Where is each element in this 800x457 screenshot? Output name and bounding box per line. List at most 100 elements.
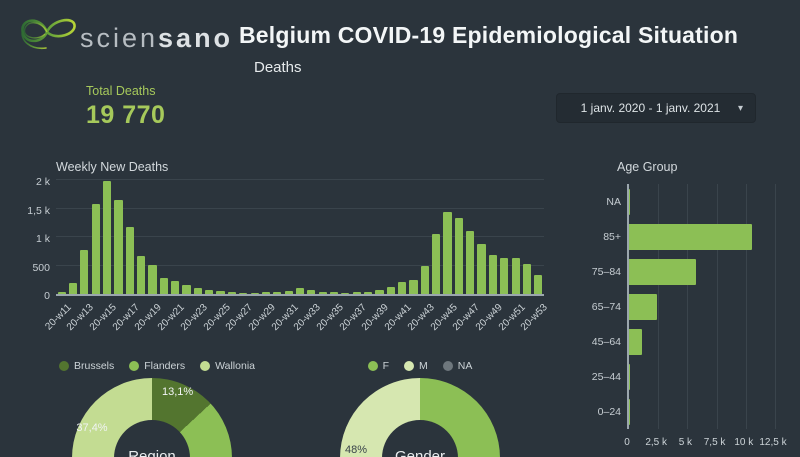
legend-item-na[interactable]: NA (442, 360, 472, 372)
chart-title: Weekly New Deaths (56, 160, 169, 174)
bar-20-w23[interactable] (193, 288, 202, 294)
y-axis-tick-label: 0 (44, 290, 50, 302)
bar-20-w13[interactable] (80, 249, 89, 294)
bar-85+[interactable] (629, 223, 752, 250)
bar-20-w18[interactable] (137, 255, 146, 294)
bar-20-w50[interactable] (500, 258, 509, 294)
kpi-label: Total Deaths (86, 84, 156, 98)
bar-20-w29[interactable] (261, 292, 271, 294)
bar-20-w12[interactable] (68, 282, 78, 294)
gender-legend: F M NA (340, 360, 500, 372)
x-axis-tick-label: 12,5 k (759, 437, 787, 448)
bar-20-w27[interactable] (239, 292, 248, 294)
x-axis-tick-label: 7,5 k (703, 437, 726, 448)
bar-20-w47[interactable] (466, 230, 475, 294)
bar-45–64[interactable] (629, 328, 643, 355)
bar-20-w15[interactable] (102, 181, 112, 294)
bar-20-w16[interactable] (114, 200, 123, 294)
bar-20-w20[interactable] (159, 277, 168, 294)
page-title: Belgium COVID-19 Epidemiological Situati… (239, 22, 739, 48)
leaf-swirl-icon (21, 18, 76, 50)
bar-20-w26[interactable] (227, 292, 236, 294)
legend-item-flanders[interactable]: Flanders (129, 360, 185, 372)
bar-20-w42[interactable] (409, 279, 418, 294)
region-legend: Brussels Flanders Wallonia (52, 360, 262, 372)
bar-0–24[interactable] (629, 398, 630, 425)
legend-label: Brussels (73, 360, 115, 372)
bar-20-w46[interactable] (454, 218, 463, 294)
bar-20-w17[interactable] (125, 227, 134, 294)
page-subtitle: Deaths (254, 59, 302, 76)
bar-20-w31[interactable] (284, 290, 293, 294)
bar-20-w11[interactable] (57, 292, 66, 294)
bar-20-w44[interactable] (432, 233, 441, 294)
legend-item-m[interactable]: M (404, 360, 428, 372)
bar-20-w35[interactable] (329, 292, 339, 294)
bar-20-w36[interactable] (341, 292, 350, 294)
bar-20-w52[interactable] (522, 264, 532, 294)
age-group-chart: Age Group 0 2,5 k 5 k 7,5 k 10 k 12,5 k NA 85+ 7… (585, 158, 797, 454)
bar-20-w53[interactable] (534, 275, 543, 294)
bar-20-w22[interactable] (182, 284, 191, 294)
bar-65–74[interactable] (629, 293, 658, 320)
bar-20-w40[interactable] (386, 287, 395, 294)
date-range-picker[interactable]: 1 janv. 2020 - 1 janv. 2021 ▾ (556, 93, 756, 123)
gridline (56, 236, 544, 237)
legend-item-brussels[interactable]: Brussels (58, 360, 115, 372)
bar-25–44[interactable] (629, 363, 631, 390)
bar-20-w34[interactable] (318, 291, 327, 294)
kpi-value: 19 770 (86, 101, 166, 129)
bar-20-w48[interactable] (477, 243, 486, 294)
legend-label: Wallonia (215, 360, 255, 372)
category-label: 45–64 (591, 335, 621, 348)
x-axis-tick-label: 10 k (734, 437, 754, 448)
bar-20-w51[interactable] (511, 257, 520, 294)
y-axis-tick-label: 1,5 k (27, 204, 50, 217)
legend-item-f[interactable]: F (367, 360, 390, 372)
bar-20-w30[interactable] (273, 291, 282, 294)
bar-20-w38[interactable] (363, 291, 373, 294)
gender-donut[interactable]: 48% Gender (340, 378, 500, 457)
bar-20-w41[interactable] (398, 282, 407, 294)
bar-20-w45[interactable] (443, 212, 452, 294)
legend-dot-icon (442, 361, 453, 371)
gridline (658, 184, 660, 429)
age-plot-area (627, 184, 776, 429)
x-axis-tick-label: 0 (624, 437, 630, 448)
total-deaths-kpi: Total Deaths 19 770 (86, 84, 165, 130)
bar-20-w43[interactable] (420, 265, 429, 294)
bar-20-w32[interactable] (295, 288, 305, 294)
legend-dot-icon (129, 361, 140, 371)
legend-dot-icon (58, 361, 69, 371)
bar-20-w33[interactable] (307, 289, 316, 294)
legend-dot-icon (367, 361, 378, 371)
weekly-plot-area (56, 179, 544, 296)
legend-dot-icon (404, 361, 415, 371)
gender-donut-title: Gender (394, 448, 446, 457)
bar-20-w37[interactable] (352, 292, 361, 294)
slice-percentage-label: 13,1% (161, 386, 194, 399)
bar-20-w49[interactable] (488, 255, 498, 294)
gridline (745, 184, 747, 429)
legend-label: M (419, 360, 428, 372)
y-axis-tick-label: 2 k (35, 176, 50, 188)
bar-20-w19[interactable] (148, 264, 157, 294)
bar-20-w28[interactable] (250, 292, 259, 294)
date-range-value: 1 janv. 2020 - 1 janv. 2021 (580, 101, 721, 115)
legend-label: F (382, 360, 390, 372)
bar-20-w21[interactable] (171, 280, 180, 294)
bar-20-w39[interactable] (375, 290, 384, 294)
region-donut[interactable]: 13,1% 37,4% Region (72, 378, 232, 457)
legend-item-wallonia[interactable]: Wallonia (200, 360, 255, 372)
bar-NA[interactable] (629, 188, 630, 215)
region-donut-title: Region (128, 448, 176, 457)
bar-75–84[interactable] (629, 258, 696, 285)
gridline (687, 184, 689, 429)
bar-20-w14[interactable] (91, 204, 100, 294)
category-label: 25–44 (591, 370, 621, 383)
bar-20-w25[interactable] (216, 291, 225, 294)
bar-20-w24[interactable] (205, 290, 214, 294)
category-label: 0–24 (597, 405, 621, 418)
